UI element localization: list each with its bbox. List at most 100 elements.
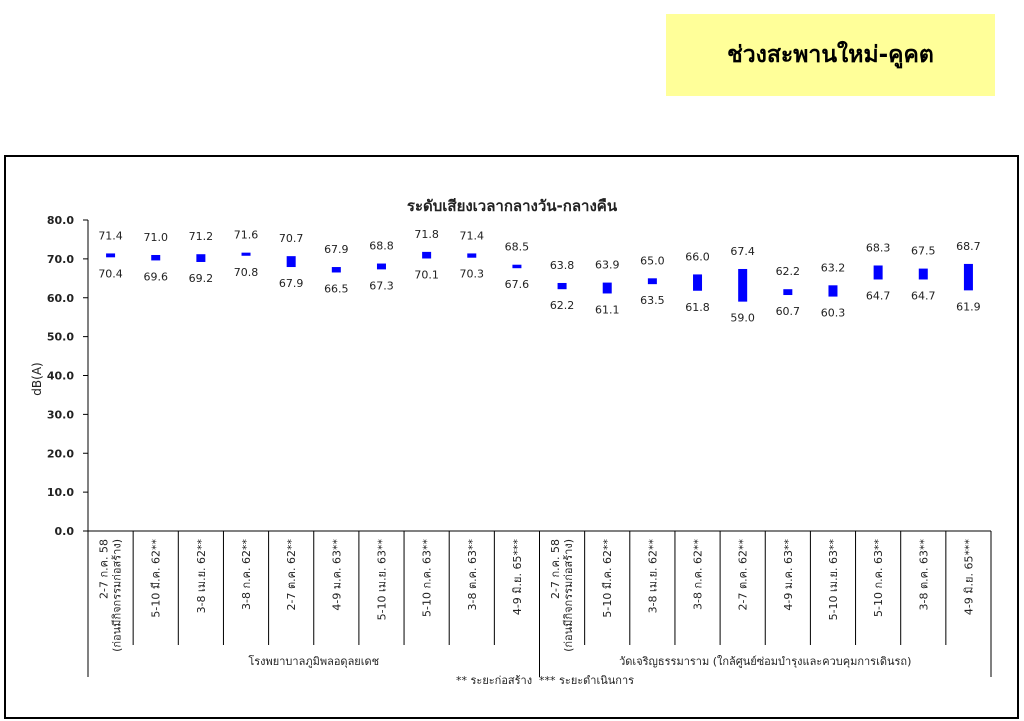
x-category-label: 3-8 เม.ย. 62** bbox=[195, 539, 208, 614]
x-category-label: 2-7 ต.ค. 62** bbox=[285, 539, 298, 611]
range-bar bbox=[241, 252, 251, 256]
x-category-label: 5-10 มี.ค. 62** bbox=[150, 539, 163, 618]
high-value-label: 71.4 bbox=[98, 229, 123, 242]
x-category-label-line: 3-8 ก.ค. 62** bbox=[692, 539, 705, 610]
high-value-label: 67.9 bbox=[324, 243, 349, 256]
y-tick-label: 10.0 bbox=[47, 486, 74, 499]
range-bar bbox=[963, 263, 973, 291]
high-value-label: 63.9 bbox=[595, 259, 620, 272]
footnote-construction: ** ระยะก่อสร้าง bbox=[456, 674, 532, 687]
low-value-label: 70.4 bbox=[98, 267, 123, 280]
range-bar bbox=[828, 285, 838, 297]
low-value-label: 70.1 bbox=[414, 268, 439, 281]
range-bar bbox=[467, 253, 477, 258]
x-category-label: 3-8 ต.ค. 63** bbox=[917, 539, 930, 611]
low-value-label: 61.1 bbox=[595, 303, 620, 316]
x-category-label: 4-9 มิ.ย. 65*** bbox=[511, 539, 524, 616]
high-value-label: 71.4 bbox=[460, 229, 485, 242]
low-value-label: 67.3 bbox=[369, 279, 394, 292]
x-category-label-line: 5-10 เม.ย. 63** bbox=[827, 539, 840, 621]
y-tick-label: 20.0 bbox=[47, 447, 74, 460]
x-category-label-line: 2-7 ก.ค. 58 bbox=[549, 539, 562, 599]
x-category-label-line: 4-9 มิ.ย. 65*** bbox=[962, 539, 975, 616]
range-bar bbox=[196, 254, 206, 262]
high-value-label: 66.0 bbox=[685, 250, 710, 263]
low-value-label: 60.7 bbox=[776, 305, 801, 318]
x-category-label: 2-7 ก.ค. 58 (ก่อนมีกิจกรรมก่อสร้าง) bbox=[549, 539, 575, 652]
range-bar bbox=[106, 253, 116, 258]
x-category-label-line: 5-10 มี.ค. 62** bbox=[601, 539, 614, 618]
x-category-label-line: 5-10 ก.ค. 63** bbox=[872, 539, 885, 617]
high-value-label: 68.3 bbox=[866, 241, 891, 254]
x-category-label-line: (ก่อนมีกิจกรรมก่อสร้าง) bbox=[111, 539, 124, 652]
range-bar bbox=[918, 268, 928, 280]
range-bar bbox=[512, 264, 522, 269]
x-category-label-line: 2-7 ก.ค. 58 bbox=[98, 539, 111, 599]
chart-title: ระดับเสียงเวลากลางวัน-กลางคืน bbox=[407, 197, 618, 215]
high-value-label: 63.8 bbox=[550, 259, 575, 272]
x-category-label-line: 5-10 มี.ค. 62** bbox=[150, 539, 163, 618]
range-bar bbox=[602, 282, 612, 294]
low-value-label: 62.2 bbox=[550, 299, 575, 312]
x-category-label-line: 3-8 ก.ค. 62** bbox=[240, 539, 253, 610]
noise-level-chart: ระดับเสียงเวลากลางวัน-กลางคืน dB(A) 0.0 1… bbox=[30, 197, 992, 687]
range-bar bbox=[376, 263, 386, 270]
y-axis-label: dB(A) bbox=[30, 362, 44, 395]
low-value-label: 60.3 bbox=[821, 307, 846, 320]
high-value-label: 67.5 bbox=[911, 245, 936, 258]
x-category-label: 5-10 มี.ค. 62** bbox=[601, 539, 614, 618]
high-value-label: 62.2 bbox=[776, 265, 801, 278]
x-category-label: 4-9 มิ.ย. 65*** bbox=[962, 539, 975, 616]
x-category-label-line: 3-8 เม.ย. 62** bbox=[195, 539, 208, 614]
low-value-label: 69.6 bbox=[143, 270, 168, 283]
range-bar bbox=[422, 251, 432, 259]
x-category-label: 4-9 ม.ค. 63** bbox=[330, 539, 343, 611]
y-tick-label: 60.0 bbox=[47, 292, 74, 305]
y-tick-label: 50.0 bbox=[47, 331, 74, 344]
x-category-label: 3-8 ก.ค. 62** bbox=[692, 539, 705, 610]
high-value-label: 68.7 bbox=[956, 240, 981, 253]
range-bar bbox=[557, 282, 567, 290]
low-value-label: 64.7 bbox=[866, 289, 891, 302]
x-category-label-line: 4-9 ม.ค. 63** bbox=[782, 539, 795, 611]
high-value-label: 71.6 bbox=[234, 229, 259, 242]
x-category-label-line: 3-8 เม.ย. 62** bbox=[646, 539, 659, 614]
x-category-label: 2-7 ก.ค. 58 (ก่อนมีกิจกรรมก่อสร้าง) bbox=[98, 539, 124, 652]
high-value-label: 71.0 bbox=[143, 231, 168, 244]
high-value-label: 71.8 bbox=[414, 228, 439, 241]
low-value-label: 61.9 bbox=[956, 300, 981, 313]
high-value-label: 70.7 bbox=[279, 232, 304, 245]
range-bar bbox=[738, 268, 748, 302]
low-value-label: 67.9 bbox=[279, 277, 304, 290]
chart-frame: ระดับเสียงเวลากลางวัน-กลางคืน dB(A) 0.0 1… bbox=[4, 155, 1019, 719]
high-value-label: 71.2 bbox=[189, 230, 214, 243]
low-value-label: 70.8 bbox=[234, 266, 259, 279]
range-bar bbox=[647, 278, 657, 285]
low-value-label: 63.5 bbox=[640, 294, 665, 307]
low-value-label: 64.7 bbox=[911, 289, 936, 302]
range-bar bbox=[873, 265, 883, 280]
x-category-label: 3-8 ก.ค. 62** bbox=[240, 539, 253, 610]
x-category-label-line: 4-9 มิ.ย. 65*** bbox=[511, 539, 524, 616]
x-category-label: 5-10 เม.ย. 63** bbox=[375, 539, 388, 621]
y-tick-label: 80.0 bbox=[47, 214, 74, 227]
range-bar bbox=[331, 267, 341, 273]
range-bar bbox=[783, 289, 793, 296]
x-group-label: โรงพยาบาลภูมิพลอดุลยเดช bbox=[248, 654, 379, 668]
high-value-label: 67.4 bbox=[730, 245, 755, 258]
high-value-label: 68.8 bbox=[369, 240, 394, 253]
x-category-label: 4-9 ม.ค. 63** bbox=[782, 539, 795, 611]
footnote-operation: *** ระยะดำเนินการ bbox=[539, 674, 634, 687]
x-category-label: 5-10 ก.ค. 63** bbox=[421, 539, 434, 617]
x-category-label-line: 3-8 ต.ค. 63** bbox=[466, 539, 479, 611]
x-category-label: 3-8 ต.ค. 63** bbox=[466, 539, 479, 611]
x-category-label: 5-10 เม.ย. 63** bbox=[827, 539, 840, 621]
x-category-label-line: (ก่อนมีกิจกรรมก่อสร้าง) bbox=[562, 539, 575, 652]
low-value-label: 70.3 bbox=[460, 268, 485, 281]
low-value-label: 66.5 bbox=[324, 282, 349, 295]
range-bar bbox=[286, 256, 296, 268]
low-value-label: 67.6 bbox=[505, 278, 530, 291]
high-value-label: 63.2 bbox=[821, 261, 846, 274]
x-group-label: วัดเจริญธรรมาราม (ใกล้ศูนย์ซ่อมบำรุงและค… bbox=[619, 655, 911, 668]
x-category-label-line: 5-10 เม.ย. 63** bbox=[375, 539, 388, 621]
